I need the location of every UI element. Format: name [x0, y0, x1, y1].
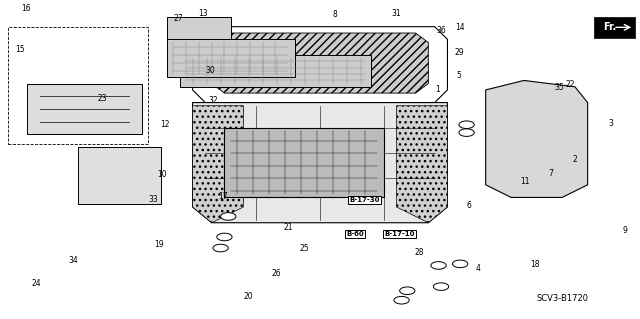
Text: 32: 32: [208, 96, 218, 105]
Bar: [225, 128, 384, 197]
Text: 11: 11: [520, 176, 530, 186]
Polygon shape: [396, 106, 447, 223]
Bar: [167, 17, 231, 39]
Text: 19: 19: [155, 240, 164, 249]
Text: 28: 28: [414, 248, 424, 257]
Text: 31: 31: [392, 9, 401, 18]
Text: 33: 33: [148, 196, 158, 204]
Text: B-17-30: B-17-30: [349, 197, 380, 203]
Bar: [180, 55, 371, 87]
Polygon shape: [193, 106, 244, 223]
Bar: [167, 39, 294, 77]
Circle shape: [217, 233, 232, 241]
Text: B-17-10: B-17-10: [385, 232, 415, 237]
Text: 26: 26: [272, 270, 282, 278]
Text: 16: 16: [20, 4, 31, 13]
FancyBboxPatch shape: [594, 17, 636, 38]
Text: 2: 2: [573, 155, 577, 164]
Text: 29: 29: [454, 48, 464, 57]
Text: B-60: B-60: [346, 232, 364, 237]
Text: 12: 12: [160, 120, 169, 129]
Text: SCV3-B1720: SCV3-B1720: [536, 294, 588, 303]
Text: 8: 8: [333, 10, 338, 19]
Text: 5: 5: [456, 71, 461, 80]
Text: 35: 35: [555, 83, 564, 92]
Bar: [8, 27, 148, 144]
Bar: [78, 147, 161, 204]
Text: 13: 13: [198, 9, 207, 18]
Text: 3: 3: [609, 119, 614, 128]
Circle shape: [433, 283, 449, 290]
Text: 27: 27: [173, 14, 183, 23]
Text: 24: 24: [31, 279, 41, 288]
Circle shape: [213, 244, 228, 252]
Text: Fr.: Fr.: [604, 19, 617, 28]
Text: 10: 10: [157, 170, 167, 179]
Circle shape: [431, 262, 446, 269]
Text: 30: 30: [205, 66, 215, 75]
Text: 21: 21: [284, 223, 293, 232]
Text: 14: 14: [456, 23, 465, 32]
Text: 9: 9: [622, 226, 627, 235]
Text: 18: 18: [531, 260, 540, 269]
Circle shape: [459, 129, 474, 137]
Text: 6: 6: [466, 201, 471, 210]
Text: 15: 15: [16, 45, 26, 54]
Polygon shape: [212, 33, 428, 93]
Text: 34: 34: [68, 256, 78, 265]
Bar: [27, 84, 141, 134]
Text: Fr.: Fr.: [604, 22, 617, 32]
Circle shape: [399, 287, 415, 294]
Text: 4: 4: [476, 264, 481, 273]
Text: 1: 1: [435, 85, 440, 94]
Text: 7: 7: [548, 169, 553, 178]
Text: 17: 17: [218, 192, 228, 201]
Text: 22: 22: [565, 80, 575, 89]
Text: 20: 20: [244, 292, 253, 301]
Text: 36: 36: [436, 26, 446, 35]
Polygon shape: [193, 103, 447, 223]
Text: 23: 23: [97, 94, 107, 103]
Circle shape: [394, 296, 409, 304]
Polygon shape: [486, 80, 588, 197]
Text: 25: 25: [300, 244, 310, 253]
Circle shape: [221, 213, 236, 220]
Circle shape: [459, 121, 474, 129]
Circle shape: [452, 260, 468, 268]
